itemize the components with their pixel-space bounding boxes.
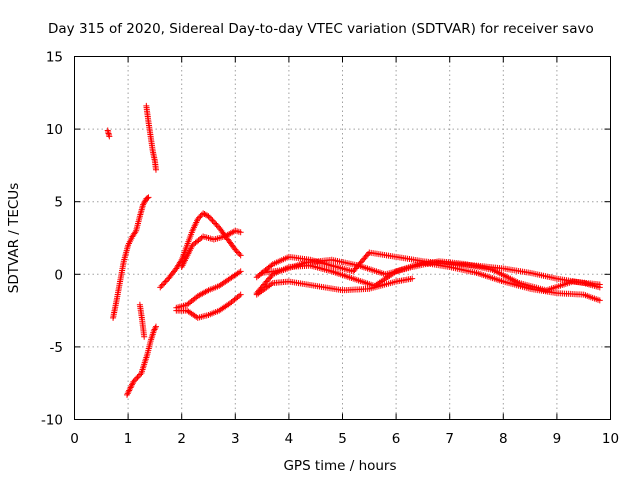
data-point [596, 297, 603, 304]
data-point [127, 384, 134, 391]
data-point [202, 211, 209, 218]
data-point [124, 391, 131, 398]
data-point [133, 375, 140, 382]
y-tick-label: 10 [46, 122, 63, 138]
data-point [209, 217, 216, 224]
x-tick-label: 3 [231, 431, 240, 447]
data-point [106, 133, 113, 140]
data-point [365, 250, 372, 257]
y-tick-label: -5 [50, 340, 63, 356]
data-point [237, 252, 244, 259]
data-point [130, 378, 137, 385]
data-point [232, 246, 239, 253]
data-point [196, 214, 203, 221]
x-tick-label: 5 [338, 431, 347, 447]
series-arc-bottom [173, 291, 244, 321]
x-tick-label: 1 [124, 431, 133, 447]
data-series [104, 102, 603, 398]
data-point [409, 275, 416, 282]
y-tick-labels: -10 -5 0 5 10 15 [41, 50, 63, 429]
x-tick-label: 7 [445, 431, 454, 447]
data-point [212, 220, 219, 227]
data-point [268, 262, 275, 269]
x-tick-label: 2 [177, 431, 186, 447]
data-point [596, 281, 603, 288]
data-point [194, 216, 201, 223]
y-tick-label: 0 [54, 267, 63, 283]
data-point [236, 250, 243, 257]
data-point [205, 213, 212, 220]
chart-title: Day 315 of 2020, Sidereal Day-to-day VTE… [48, 21, 594, 37]
axis-ticks [74, 56, 611, 420]
y-tick-label: -10 [41, 413, 63, 429]
data-point [158, 282, 165, 289]
series-dip [124, 323, 159, 398]
x-tick-label: 6 [392, 431, 401, 447]
data-point [137, 371, 144, 378]
x-tick-labels: 0 1 2 3 4 5 6 7 8 9 10 [70, 431, 619, 447]
y-axis-label: SDTVAR / TECUs [6, 183, 22, 293]
data-point [208, 216, 215, 223]
data-point [161, 280, 168, 287]
grid [74, 56, 611, 420]
data-point [213, 221, 220, 228]
data-point [200, 210, 207, 217]
x-tick-label: 8 [499, 431, 508, 447]
x-tick-label: 9 [553, 431, 562, 447]
data-point [124, 390, 131, 397]
data-point [132, 229, 139, 236]
series-early-a [104, 127, 113, 140]
data-point [126, 387, 133, 394]
series-band-4 [259, 256, 603, 294]
data-point [197, 213, 204, 220]
data-point [131, 377, 138, 384]
data-point [233, 248, 240, 255]
data-point [237, 268, 244, 275]
series-band-3 [253, 275, 416, 298]
x-tick-label: 0 [70, 431, 79, 447]
data-point [145, 194, 152, 201]
data-point [126, 386, 133, 393]
data-point [159, 281, 166, 288]
data-point [144, 195, 151, 202]
data-point [141, 333, 148, 340]
x-tick-label: 4 [285, 431, 294, 447]
data-point [152, 166, 159, 173]
data-point [150, 327, 157, 334]
y-tick-label: 15 [46, 50, 63, 66]
data-point [152, 325, 159, 332]
series-rise-1 [110, 194, 152, 321]
series-spike [143, 102, 159, 173]
data-point [135, 372, 142, 379]
data-point [125, 388, 132, 395]
data-point [237, 291, 244, 298]
data-point [162, 278, 169, 285]
series-arc-low [173, 268, 244, 311]
y-tick-label: 5 [54, 195, 63, 211]
data-point [128, 383, 135, 390]
data-point [201, 211, 208, 218]
data-point [234, 249, 241, 256]
data-point [152, 323, 159, 330]
series-arc-mid [178, 227, 244, 271]
data-point [237, 229, 244, 236]
data-point [157, 284, 164, 291]
data-point [151, 326, 158, 333]
x-axis-label: GPS time / hours [283, 458, 396, 474]
data-point [206, 214, 213, 221]
series-sparse [136, 301, 148, 340]
data-point [129, 381, 136, 388]
data-point [134, 374, 141, 381]
data-point [210, 219, 217, 226]
x-tick-label: 10 [602, 431, 619, 447]
